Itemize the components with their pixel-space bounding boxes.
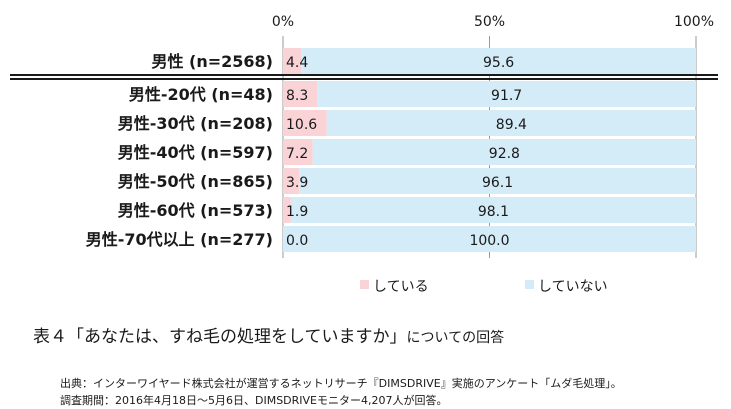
bar-not-doing [283, 226, 696, 252]
data-label-not-doing: 98.1 [478, 204, 509, 220]
caption-main: 表４「あなたは、すね毛の処理をしていますか」 [33, 327, 407, 347]
bar-not-doing [299, 168, 696, 194]
bar-doing [283, 110, 327, 136]
data-label-doing: 8.3 [286, 88, 308, 104]
data-label-not-doing: 92.8 [489, 146, 520, 162]
legend-swatch [360, 280, 369, 289]
data-label-not-doing: 100.0 [469, 233, 509, 249]
category-label: 男性-30代 (n=208) [118, 114, 273, 133]
bar-doing [283, 168, 300, 194]
data-label-doing: 10.6 [286, 117, 317, 133]
x-tick-label: 0% [272, 14, 294, 30]
data-label-doing: 3.9 [286, 175, 308, 191]
source-note: 出典：インターワイヤード株式会社が運営するネットリサーチ『DIMSDRIVE』実… [60, 375, 622, 409]
data-label-not-doing: 91.7 [491, 88, 522, 104]
bar-not-doing [312, 139, 696, 165]
bar-not-doing [290, 197, 696, 223]
data-label-not-doing: 89.4 [496, 117, 527, 133]
axis: 0% 50% 100% 男性 (n=2568) 男性-20代 (n=48) 男性-30代 … [10, 14, 718, 249]
source-line-2: 調査期間：2016年4月18日～5月6日、DIMSDRIVEモニター4,207人… [60, 394, 448, 407]
category-label: 男性-40代 (n=597) [118, 143, 273, 162]
figure-caption: 表４「あなたは、すね毛の処理をしていますか」についての回答 [33, 322, 504, 347]
bar-doing [283, 48, 302, 74]
legend: している していない [360, 279, 608, 295]
stacked-bar-chart: 4.4 95.6 8.3 91.7 10.6 89.4 7.2 92.8 3.9 96.1 1.9 9… [10, 14, 718, 295]
legend-label: していない [538, 279, 608, 295]
category-label: 男性-60代 (n=573) [118, 201, 273, 220]
source-line-1: 出典：インターワイヤード株式会社が運営するネットリサーチ『DIMSDRIVE』実… [60, 377, 622, 390]
category-label: 男性-70代以上 (n=277) [86, 230, 273, 249]
bars [283, 48, 696, 252]
legend-swatch [525, 280, 534, 289]
data-labels: 4.4 95.6 8.3 91.7 10.6 89.4 7.2 92.8 3.9 96.1 1.9 9… [286, 55, 527, 249]
category-label: 男性 (n=2568) [151, 52, 273, 71]
legend-label: している [373, 279, 429, 295]
data-label-doing: 0.0 [286, 233, 308, 249]
bar-doing [283, 197, 291, 223]
category-label: 男性-20代 (n=48) [129, 85, 273, 104]
bar-not-doing [301, 48, 696, 74]
data-label-doing: 1.9 [286, 204, 308, 220]
x-tick-label: 100% [674, 14, 714, 30]
bar-doing [283, 81, 318, 107]
category-label: 男性-50代 (n=865) [118, 172, 273, 191]
caption-tail: についての回答 [406, 330, 505, 346]
bar-doing [283, 139, 313, 165]
data-label-not-doing: 95.6 [483, 55, 514, 71]
bar-not-doing [317, 81, 696, 107]
data-label-doing: 4.4 [286, 55, 308, 71]
x-tick-label: 50% [474, 14, 505, 30]
data-label-doing: 7.2 [286, 146, 308, 162]
data-label-not-doing: 96.1 [482, 175, 513, 191]
bar-not-doing [326, 110, 696, 136]
